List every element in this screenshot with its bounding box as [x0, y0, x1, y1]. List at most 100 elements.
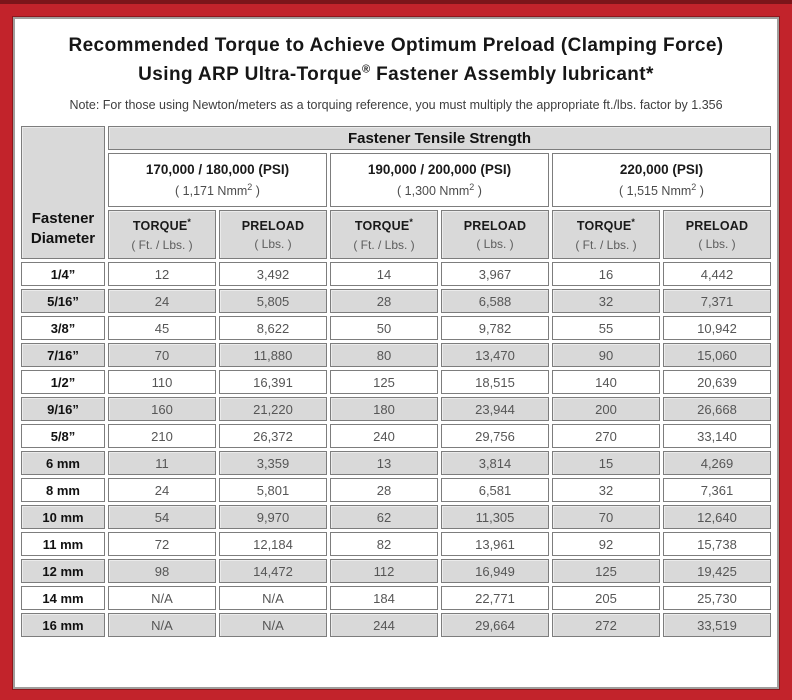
preload-value-cell: 19,425: [663, 559, 771, 583]
diameter-cell: 8 mm: [21, 478, 105, 502]
preload-value-cell: 12,640: [663, 505, 771, 529]
preload-value-cell: 8,622: [219, 316, 327, 340]
registered-trademark-symbol: ®: [361, 63, 371, 76]
diameter-cell: 5/16”: [21, 289, 105, 313]
torque-value-cell: 72: [108, 532, 216, 556]
torque-value-cell: 205: [552, 586, 660, 610]
torque-value-cell: 24: [108, 478, 216, 502]
diameter-cell: 10 mm: [21, 505, 105, 529]
diameter-cell: 3/8”: [21, 316, 105, 340]
torque-value-cell: 272: [552, 613, 660, 637]
torque-value-cell: 125: [330, 370, 438, 394]
preload-value-cell: 7,361: [663, 478, 771, 502]
preload-value-cell: 4,442: [663, 262, 771, 286]
diameter-cell: 14 mm: [21, 586, 105, 610]
torque-value-cell: 32: [552, 289, 660, 313]
torque-column-header: TORQUE* ( Ft. / Lbs. ): [552, 210, 660, 259]
torque-value-cell: 82: [330, 532, 438, 556]
preload-value-cell: N/A: [219, 586, 327, 610]
table-row: 5/16” 24 5,805 28 6,588 32 7,371: [21, 289, 771, 313]
torque-value-cell: 11: [108, 451, 216, 475]
torque-value-cell: 16: [552, 262, 660, 286]
table-row: 6 mm 11 3,359 13 3,814 15 4,269: [21, 451, 771, 475]
torque-value-cell: 80: [330, 343, 438, 367]
preload-value-cell: N/A: [219, 613, 327, 637]
table-row: 14 mm N/A N/A 184 22,771 205 25,730: [21, 586, 771, 610]
preload-value-cell: 22,771: [441, 586, 549, 610]
preload-value-cell: 33,519: [663, 613, 771, 637]
note-text: Note: For those using Newton/meters as a…: [69, 98, 723, 112]
preload-value-cell: 4,269: [663, 451, 771, 475]
preload-value-cell: 11,880: [219, 343, 327, 367]
preload-value-cell: 6,588: [441, 289, 549, 313]
table-header: Fastener Diameter Fastener Tensile Stren…: [21, 126, 771, 259]
psi-group-header-190-200: 190,000 / 200,000 (PSI) ( 1,300 Nmm2 ): [330, 153, 549, 207]
torque-value-cell: 210: [108, 424, 216, 448]
torque-value-cell: 45: [108, 316, 216, 340]
preload-value-cell: 11,305: [441, 505, 549, 529]
psi-label: 220,000 (PSI): [619, 161, 704, 177]
torque-value-cell: 270: [552, 424, 660, 448]
torque-value-cell: 13: [330, 451, 438, 475]
psi-label: 170,000 / 180,000 (PSI): [145, 161, 290, 177]
table-row: 12 mm 98 14,472 112 16,949 125 19,425: [21, 559, 771, 583]
preload-value-cell: 5,801: [219, 478, 327, 502]
torque-value-cell: 55: [552, 316, 660, 340]
torque-value-cell: 70: [108, 343, 216, 367]
preload-value-cell: 26,372: [219, 424, 327, 448]
torque-value-cell: N/A: [108, 613, 216, 637]
torque-value-cell: 244: [330, 613, 438, 637]
diameter-cell: 1/2”: [21, 370, 105, 394]
torque-column-header: TORQUE* ( Ft. / Lbs. ): [108, 210, 216, 259]
torque-value-cell: 184: [330, 586, 438, 610]
preload-value-cell: 12,184: [219, 532, 327, 556]
torque-value-cell: 200: [552, 397, 660, 421]
torque-value-cell: 28: [330, 478, 438, 502]
corner-header-fastener-diameter: Fastener Diameter: [21, 126, 105, 259]
preload-value-cell: 13,470: [441, 343, 549, 367]
torque-table: Fastener Diameter Fastener Tensile Stren…: [18, 123, 774, 640]
preload-value-cell: 9,782: [441, 316, 549, 340]
torque-value-cell: 28: [330, 289, 438, 313]
diameter-cell: 1/4”: [21, 262, 105, 286]
preload-value-cell: 23,944: [441, 397, 549, 421]
preload-column-header: PRELOAD ( Lbs. ): [441, 210, 549, 259]
torque-value-cell: 240: [330, 424, 438, 448]
torque-value-cell: 180: [330, 397, 438, 421]
frame-dark-edge: [0, 0, 792, 4]
torque-value-cell: 14: [330, 262, 438, 286]
title-line-2: Using ARP Ultra-Torque® Fastener Assembl…: [138, 63, 654, 85]
torque-value-cell: 140: [552, 370, 660, 394]
torque-value-cell: 24: [108, 289, 216, 313]
diameter-cell: 16 mm: [21, 613, 105, 637]
torque-value-cell: 110: [108, 370, 216, 394]
preload-value-cell: 9,970: [219, 505, 327, 529]
torque-value-cell: 112: [330, 559, 438, 583]
diameter-cell: 11 mm: [21, 532, 105, 556]
preload-value-cell: 21,220: [219, 397, 327, 421]
torque-value-cell: 62: [330, 505, 438, 529]
preload-value-cell: 5,805: [219, 289, 327, 313]
diameter-cell: 7/16”: [21, 343, 105, 367]
preload-value-cell: 14,472: [219, 559, 327, 583]
nmm-label: ( 1,171 Nmm2 ): [175, 181, 260, 199]
table-row: 8 mm 24 5,801 28 6,581 32 7,361: [21, 478, 771, 502]
torque-value-cell: 98: [108, 559, 216, 583]
preload-value-cell: 7,371: [663, 289, 771, 313]
table-row: 9/16” 160 21,220 180 23,944 200 26,668: [21, 397, 771, 421]
preload-value-cell: 18,515: [441, 370, 549, 394]
preload-value-cell: 15,060: [663, 343, 771, 367]
table-row: 11 mm 72 12,184 82 13,961 92 15,738: [21, 532, 771, 556]
torque-value-cell: 92: [552, 532, 660, 556]
preload-value-cell: 16,949: [441, 559, 549, 583]
table-row: 10 mm 54 9,970 62 11,305 70 12,640: [21, 505, 771, 529]
preload-value-cell: 26,668: [663, 397, 771, 421]
psi-group-header-220: 220,000 (PSI) ( 1,515 Nmm2 ): [552, 153, 771, 207]
torque-value-cell: 15: [552, 451, 660, 475]
torque-value-cell: 70: [552, 505, 660, 529]
table-row: 5/8” 210 26,372 240 29,756 270 33,140: [21, 424, 771, 448]
preload-value-cell: 3,359: [219, 451, 327, 475]
torque-value-cell: 160: [108, 397, 216, 421]
table-row: 1/2” 110 16,391 125 18,515 140 20,639: [21, 370, 771, 394]
